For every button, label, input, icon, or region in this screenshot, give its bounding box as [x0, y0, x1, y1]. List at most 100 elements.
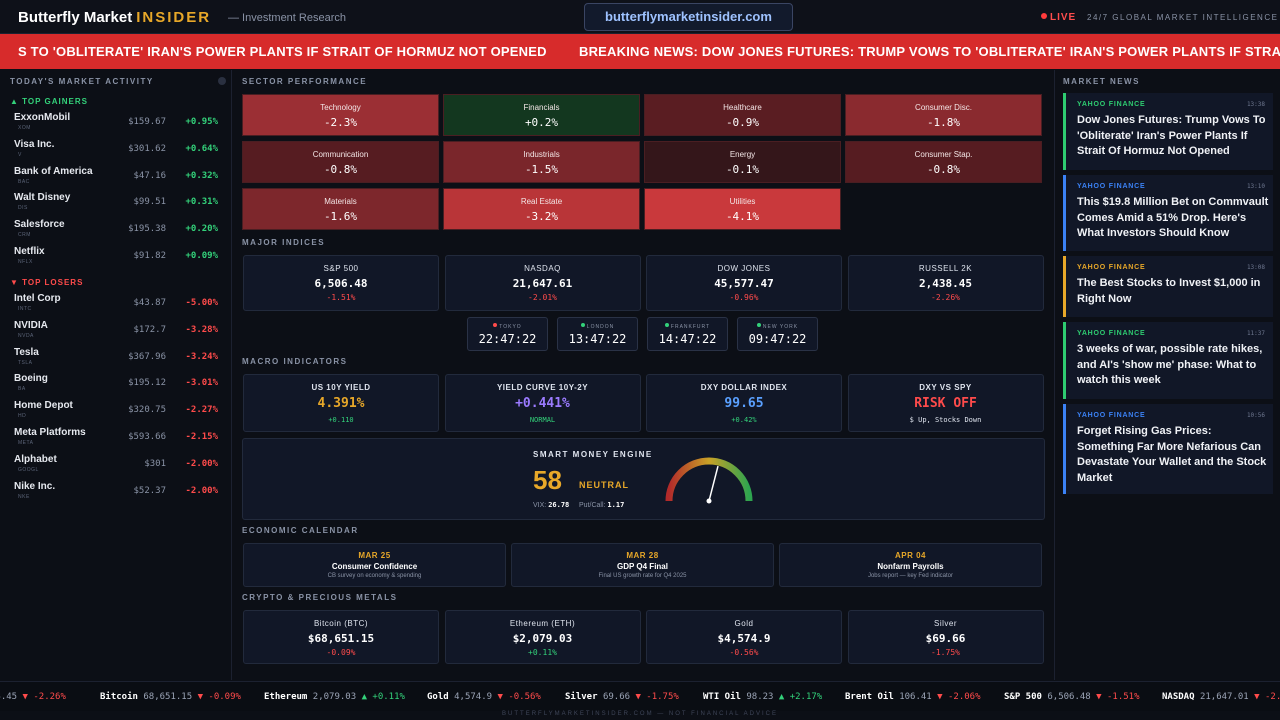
ticker-item[interactable]: Gold 4,574.9 ▼ -0.56%	[427, 692, 541, 702]
sector-tile[interactable]: Industrials -1.5%	[443, 141, 640, 183]
calendar-event[interactable]: APR 04 Nonfarm Payrolls Jobs report — key …	[779, 543, 1042, 587]
asset-card[interactable]: Ethereum (ETH) $2,079.03 +0.11%	[444, 610, 641, 664]
sector-tile[interactable]: Healthcare -0.9%	[644, 94, 841, 136]
stock-ticker: BA	[18, 386, 26, 393]
clock-zone: NEW YORK	[738, 323, 817, 330]
stock-ticker: TSLA	[18, 359, 33, 366]
macro-label: DXY VS SPY	[919, 383, 972, 392]
macro-card[interactable]: YIELD CURVE 10Y-2Y +0.441% NORMAL	[444, 374, 641, 432]
event-date: MAR 28	[626, 551, 659, 560]
stock-row[interactable]: ExxonMobil XOM $159.67 +0.95%	[14, 112, 218, 136]
stock-row[interactable]: Visa Inc. V $301.62 +0.64%	[14, 139, 218, 163]
stock-ticker: NFLX	[18, 259, 33, 265]
stock-price: $367.96	[128, 351, 166, 362]
stock-row[interactable]: Bank of America BAC $47.16 +0.32%	[14, 166, 218, 190]
ticker-item[interactable]: NASDAQ 21,647.01 ▼ -2.01%	[1162, 692, 1280, 702]
macro-card[interactable]: DXY VS SPY RISK OFF $ Up, Stocks Down	[847, 374, 1044, 432]
sector-tile[interactable]: Technology -2.3%	[242, 94, 439, 136]
macro-card[interactable]: DXY DOLLAR INDEX 99.65 +0.42%	[646, 374, 842, 432]
news-time: 13:10	[1246, 183, 1265, 190]
stock-change: -2.15%	[185, 432, 218, 442]
sector-tile[interactable]: Real Estate -3.2%	[443, 188, 640, 230]
asset-card[interactable]: Silver $69.66 -1.75%	[847, 610, 1044, 664]
ticker-item[interactable]: Ethereum 2,079.03 ▲ +0.11%	[264, 692, 405, 702]
stock-row[interactable]: Alphabet GOOGL $301 -2.00%	[14, 454, 218, 478]
clock-time: 14:47:22	[658, 332, 717, 346]
stock-row[interactable]: Walt Disney DIS $99.51 +0.31%	[14, 192, 218, 216]
sector-tile[interactable]: Utilities -4.1%	[644, 188, 841, 230]
sector-tile[interactable]: Financials +0.2%	[443, 94, 640, 136]
stock-row[interactable]: Salesforce CRM $195.38 +0.20%	[14, 219, 218, 243]
stock-row[interactable]: Boeing BA $195.12 -3.01%	[14, 373, 218, 397]
ticker-item[interactable]: Bitcoin 68,651.15 ▼ -0.09%	[100, 692, 241, 702]
stock-row[interactable]: Meta Platforms META $593.66 -2.15%	[14, 427, 218, 451]
vix-value: 26.78	[548, 501, 570, 509]
sector-tile[interactable]: Consumer Disc. -1.8%	[845, 94, 1042, 136]
market-status-dot-icon	[580, 323, 585, 327]
news-headline[interactable]: Dow Jones Futures: Trump Vows To 'Oblite…	[1077, 114, 1266, 157]
sector-tile[interactable]: Consumer Stap. -0.8%	[845, 141, 1042, 183]
news-item[interactable]: YAHOO FINANCE 11:37 3 weeks of war, possib…	[1063, 322, 1273, 399]
stock-ticker: GOOGL	[18, 466, 39, 473]
brand-logo[interactable]: Butterfly Market INSIDER	[18, 9, 211, 26]
site-url[interactable]: butterflymarketinsider.com	[584, 3, 793, 31]
market-status-dot-icon	[756, 323, 761, 327]
stock-row[interactable]: Home Depot HD $320.75 -2.27%	[14, 400, 218, 424]
macro-sub: +0.42%	[731, 416, 757, 424]
ticker-item[interactable]: WTI Oil 98.23 ▲ +2.17%	[703, 692, 822, 702]
news-headline[interactable]: Forget Rising Gas Prices: Something Far …	[1077, 425, 1267, 484]
news-item[interactable]: YAHOO FINANCE 10:56 Forget Rising Gas Pric…	[1063, 404, 1273, 494]
stock-ticker: INTC	[18, 306, 32, 312]
top-gainers-label: ▲ TOP GAINERS	[10, 97, 88, 106]
intel-label: 24/7 GLOBAL MARKET INTELLIGENCE	[1087, 13, 1279, 22]
asset-card[interactable]: Bitcoin (BTC) $68,651.15 -0.09%	[243, 610, 439, 664]
stock-change: +0.64%	[185, 143, 218, 154]
event-description: Jobs report — key Fed indicator	[867, 573, 954, 579]
calendar-event[interactable]: MAR 25 Consumer Confidence CB survey on ec…	[243, 543, 506, 587]
clock-zone-label: LONDON	[586, 324, 615, 330]
sector-tile[interactable]: Communication -0.8%	[242, 141, 439, 183]
stock-change: -3.01%	[185, 378, 218, 389]
ticker-item[interactable]: S&P 500 6,506.48 ▼ -1.51%	[1004, 692, 1140, 702]
ticker-item[interactable]: 38.45 ▼ -2.26%	[0, 692, 66, 702]
stock-row[interactable]: Intel Corp INTC $43.87 -5.00%	[14, 293, 218, 317]
breaking-news-banner[interactable]: S TO 'OBLITERATE' IRAN'S POWER PLANTS IF…	[0, 34, 1280, 69]
stock-price: $47.16	[133, 170, 166, 181]
macro-sub: +0.110	[328, 416, 354, 424]
clock-time: 22:47:22	[478, 332, 537, 346]
news-headline[interactable]: The Best Stocks to Invest $1,000 in Righ…	[1077, 277, 1261, 305]
ticker-item[interactable]: Brent Oil 106.41 ▼ -2.06%	[845, 692, 981, 702]
ticker-change: -0.09%	[208, 692, 241, 702]
stock-row[interactable]: Netflix NFLX $91.82 +0.09%	[14, 246, 218, 270]
calendar-event[interactable]: MAR 28 GDP Q4 Final Final US growth rate f…	[511, 543, 774, 587]
sector-value: -0.9%	[725, 116, 760, 129]
asset-value: $2,079.03	[512, 632, 573, 645]
market-status-dot-icon	[493, 323, 498, 327]
stock-row[interactable]: NVIDIA NVDA $172.7 -3.28%	[14, 320, 218, 344]
stock-ticker: NKE	[18, 493, 30, 500]
ticker-item[interactable]: Silver 69.66 ▼ -1.75%	[565, 692, 679, 702]
macro-value: 99.65	[724, 396, 764, 411]
macro-card[interactable]: US 10Y YIELD 4.391% +0.110	[243, 374, 439, 432]
index-card[interactable]: S&P 500 6,506.48 -1.51%	[243, 255, 439, 311]
stock-row[interactable]: Tesla TSLA $367.96 -3.24%	[14, 347, 218, 371]
market-news-title: MARKET NEWS	[1063, 77, 1140, 86]
news-headline[interactable]: This $19.8 Million Bet on Commvault Come…	[1077, 196, 1269, 239]
sector-tile[interactable]: Materials -1.6%	[242, 188, 439, 230]
sector-tile[interactable]: Energy -0.1%	[644, 141, 841, 183]
stock-row[interactable]: Nike Inc. NKE $52.37 -2.00%	[14, 481, 218, 505]
news-headline[interactable]: 3 weeks of war, possible rate hikes, and…	[1077, 343, 1263, 386]
news-item[interactable]: YAHOO FINANCE 13:10 This $19.8 Million Bet…	[1063, 175, 1273, 251]
index-card[interactable]: DOW JONES 45,577.47 -0.96%	[646, 255, 842, 311]
news-item[interactable]: YAHOO FINANCE 13:38 Dow Jones Futures: Tru…	[1063, 93, 1273, 170]
stock-change: +0.20%	[185, 224, 218, 235]
economic-calendar-title: ECONOMIC CALENDAR	[242, 526, 359, 535]
news-item[interactable]: YAHOO FINANCE 13:08 The Best Stocks to Inv…	[1063, 256, 1273, 317]
index-card[interactable]: RUSSELL 2K 2,438.45 -2.26%	[847, 255, 1044, 311]
arrow-down-icon: ▼	[197, 692, 203, 702]
panel-options-icon[interactable]	[218, 77, 226, 85]
sector-value: -0.8%	[323, 163, 358, 176]
stock-price: $91.82	[133, 251, 166, 261]
asset-card[interactable]: Gold $4,574.9 -0.56%	[646, 610, 842, 664]
index-card[interactable]: NASDAQ 21,647.61 -2.01%	[444, 255, 641, 311]
